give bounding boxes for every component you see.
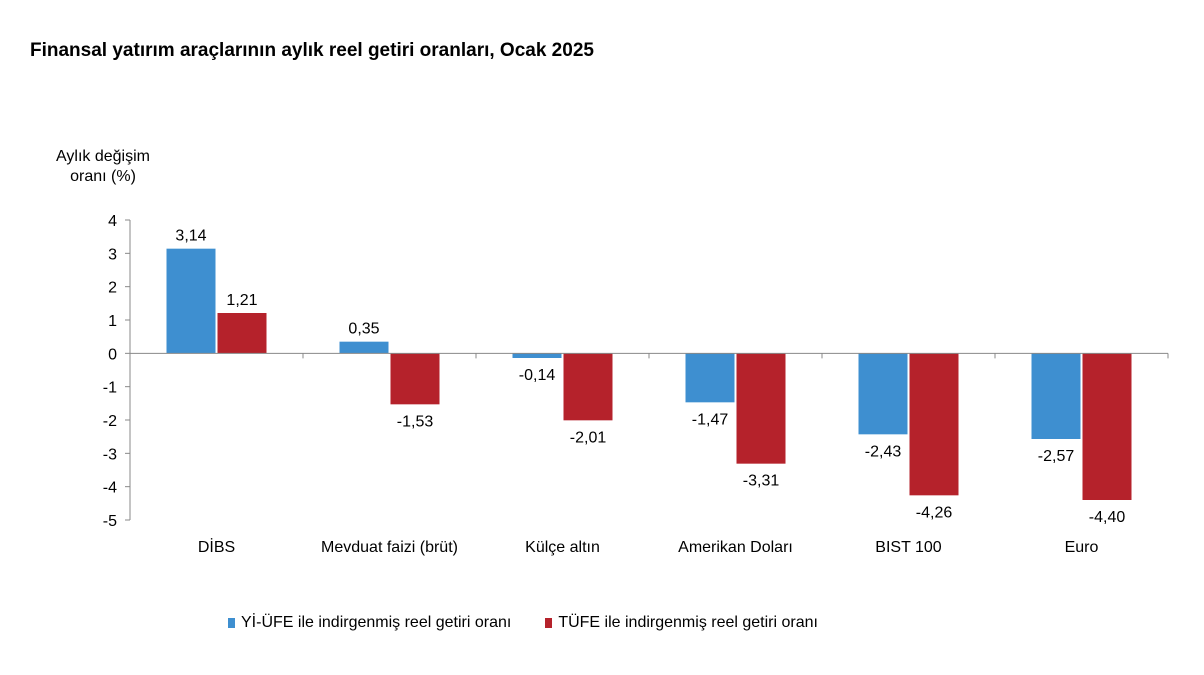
data-label: -2,43	[865, 443, 902, 460]
y-tick-label: 3	[108, 246, 117, 263]
bar	[217, 313, 267, 354]
data-label: 0,35	[348, 321, 379, 338]
category-label: BIST 100	[875, 539, 942, 556]
y-axis-label: Aylık değişim	[56, 148, 150, 165]
chart-title: Finansal yatırım araçlarının aylık reel …	[30, 40, 594, 61]
y-tick-label: 2	[108, 280, 117, 297]
y-tick-label: -5	[103, 513, 117, 530]
data-label: 1,21	[226, 292, 257, 309]
y-tick-label: -1	[103, 380, 117, 397]
bar	[1082, 353, 1132, 500]
data-label: -3,31	[743, 473, 780, 490]
bar	[390, 353, 440, 405]
data-label: -1,47	[692, 411, 729, 428]
bar	[1031, 353, 1081, 439]
y-tick-label: 0	[108, 346, 117, 363]
y-tick-label: 1	[108, 313, 117, 330]
bar	[563, 353, 613, 421]
legend-item: TÜFE ile indirgenmiş reel getiri oranı	[545, 614, 818, 632]
category-label: DİBS	[198, 537, 235, 556]
bar	[512, 353, 562, 358]
legend: Yİ-ÜFE ile indirgenmiş reel getiri oranı…	[228, 614, 818, 632]
data-label: -4,40	[1089, 509, 1126, 526]
data-label: -4,26	[916, 504, 953, 521]
bar	[736, 353, 786, 464]
data-label: -0,14	[519, 367, 556, 384]
legend-item: Yİ-ÜFE ile indirgenmiş reel getiri oranı	[228, 614, 511, 632]
legend-label: Yİ-ÜFE ile indirgenmiş reel getiri oranı	[241, 614, 512, 631]
bar	[909, 353, 959, 496]
category-label: Amerikan Doları	[678, 539, 793, 556]
legend-label: TÜFE ile indirgenmiş reel getiri oranı	[558, 614, 818, 631]
data-label: 3,14	[175, 228, 206, 245]
legend-swatch	[228, 618, 235, 628]
category-label: Mevduat faizi (brüt)	[321, 539, 458, 556]
legend-swatch	[545, 618, 553, 628]
category-label: Euro	[1065, 539, 1099, 556]
y-tick-label: -2	[103, 413, 117, 430]
data-label: -2,01	[570, 429, 607, 446]
data-label: -2,57	[1038, 448, 1075, 465]
bar	[166, 248, 216, 354]
data-label: -1,53	[397, 413, 434, 430]
y-axis-label: oranı (%)	[70, 168, 136, 185]
y-tick-label: -3	[103, 446, 117, 463]
bar	[685, 353, 735, 403]
category-label: Külçe altın	[525, 539, 600, 556]
y-tick-label: 4	[108, 213, 117, 230]
bar	[858, 353, 908, 435]
bar	[339, 341, 389, 354]
y-tick-label: -4	[103, 480, 117, 497]
